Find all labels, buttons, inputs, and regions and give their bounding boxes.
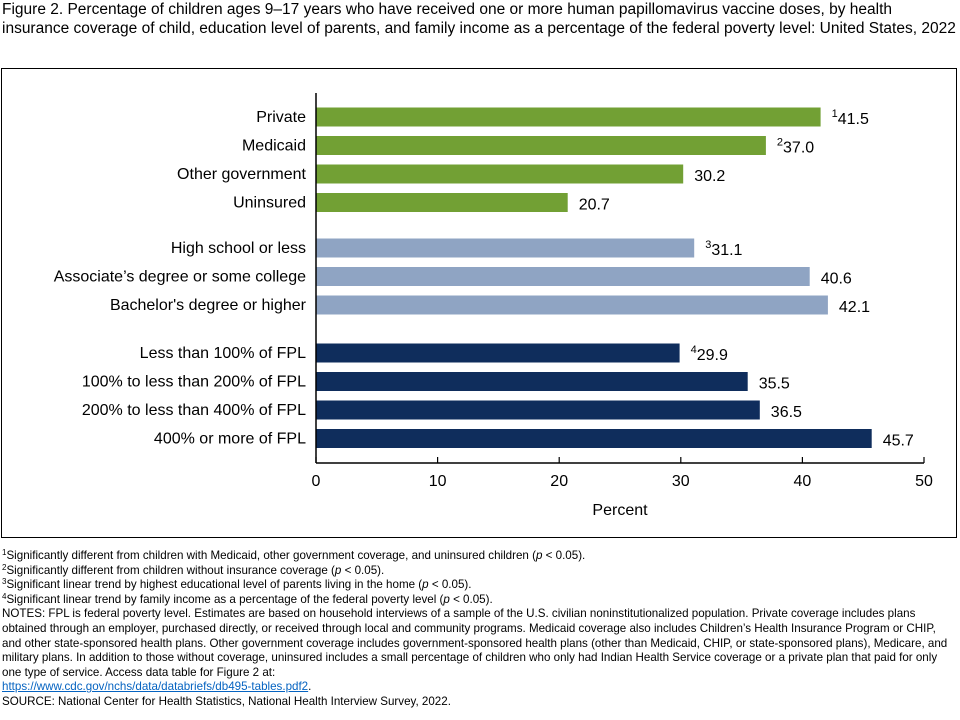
data-label: 429.9 [691, 344, 728, 364]
bar-uninsured [316, 193, 568, 212]
x-axis-label: Percent [592, 502, 648, 519]
bar-200-to-less-than-400-of-fpl [316, 400, 760, 420]
x-tick-label: 20 [550, 473, 568, 490]
x-tick-label: 50 [915, 473, 933, 490]
data-label: 30.2 [694, 168, 725, 185]
data-label: 331.1 [705, 239, 742, 259]
x-tick-label: 30 [672, 473, 690, 490]
category-label: Private [256, 109, 306, 126]
footnote-4: 4Significant linear trend by family inco… [2, 591, 493, 606]
category-label: Medicaid [242, 138, 306, 155]
data-label: 141.5 [832, 108, 869, 128]
category-label: 100% to less than 200% of FPL [82, 374, 306, 391]
bar-bachelor-s-degree-or-higher [316, 295, 828, 315]
x-tick-label: 10 [429, 473, 447, 490]
category-label: Associate’s degree or some college [54, 269, 306, 286]
footnote-2: 2Significantly different from children w… [2, 562, 385, 577]
bar-chart: Private 141.5 Medicaid 237.0 Other governmen… [54, 93, 933, 519]
category-label: Bachelor's degree or higher [110, 297, 307, 314]
bar-400-or-more-of-fpl [316, 429, 872, 448]
data-label: 237.0 [777, 137, 814, 157]
bar-private [316, 107, 821, 127]
bar-high-school-or-less [316, 238, 695, 258]
bar-other-government [316, 164, 684, 184]
bar-100-to-less-than-200-of-fpl [316, 372, 748, 391]
x-tick-label: 0 [312, 473, 321, 490]
figure-title: Figure 2. Percentage of children ages 9–… [2, 1, 956, 37]
category-label: Uninsured [233, 195, 306, 212]
category-label: 400% or more of FPL [154, 431, 306, 448]
data-label: 20.7 [579, 197, 610, 214]
bar-associate-s-degree-or-some-college [316, 267, 810, 286]
category-label: Other government [177, 166, 307, 183]
category-label: Less than 100% of FPL [140, 345, 306, 362]
data-label: 45.7 [883, 433, 914, 450]
category-label: High school or less [171, 240, 306, 257]
chart-frame: Private 141.5 Medicaid 237.0 Other governmen… [1, 68, 957, 538]
footnote-3: 3Significant linear trend by highest edu… [2, 577, 472, 592]
bar-less-than-100-of-fpl [316, 343, 680, 363]
footnote-1: 1Significantly different from children w… [2, 548, 586, 563]
x-tick-label: 40 [794, 473, 812, 490]
data-label: 42.1 [839, 299, 870, 316]
notes: NOTES: FPL is federal poverty level. Est… [2, 607, 948, 694]
source: SOURCE: National Center for Health Stati… [2, 694, 451, 708]
data-label: 40.6 [821, 271, 852, 288]
bar-medicaid [316, 136, 766, 155]
data-table-link[interactable]: https://www.cdc.gov/nchs/data/databriefs… [2, 680, 309, 694]
footnotes: 1Significantly different from children w… [2, 549, 958, 710]
category-label: 200% to less than 400% of FPL [82, 402, 306, 419]
data-label: 36.5 [771, 404, 802, 421]
data-label: 35.5 [759, 376, 790, 393]
